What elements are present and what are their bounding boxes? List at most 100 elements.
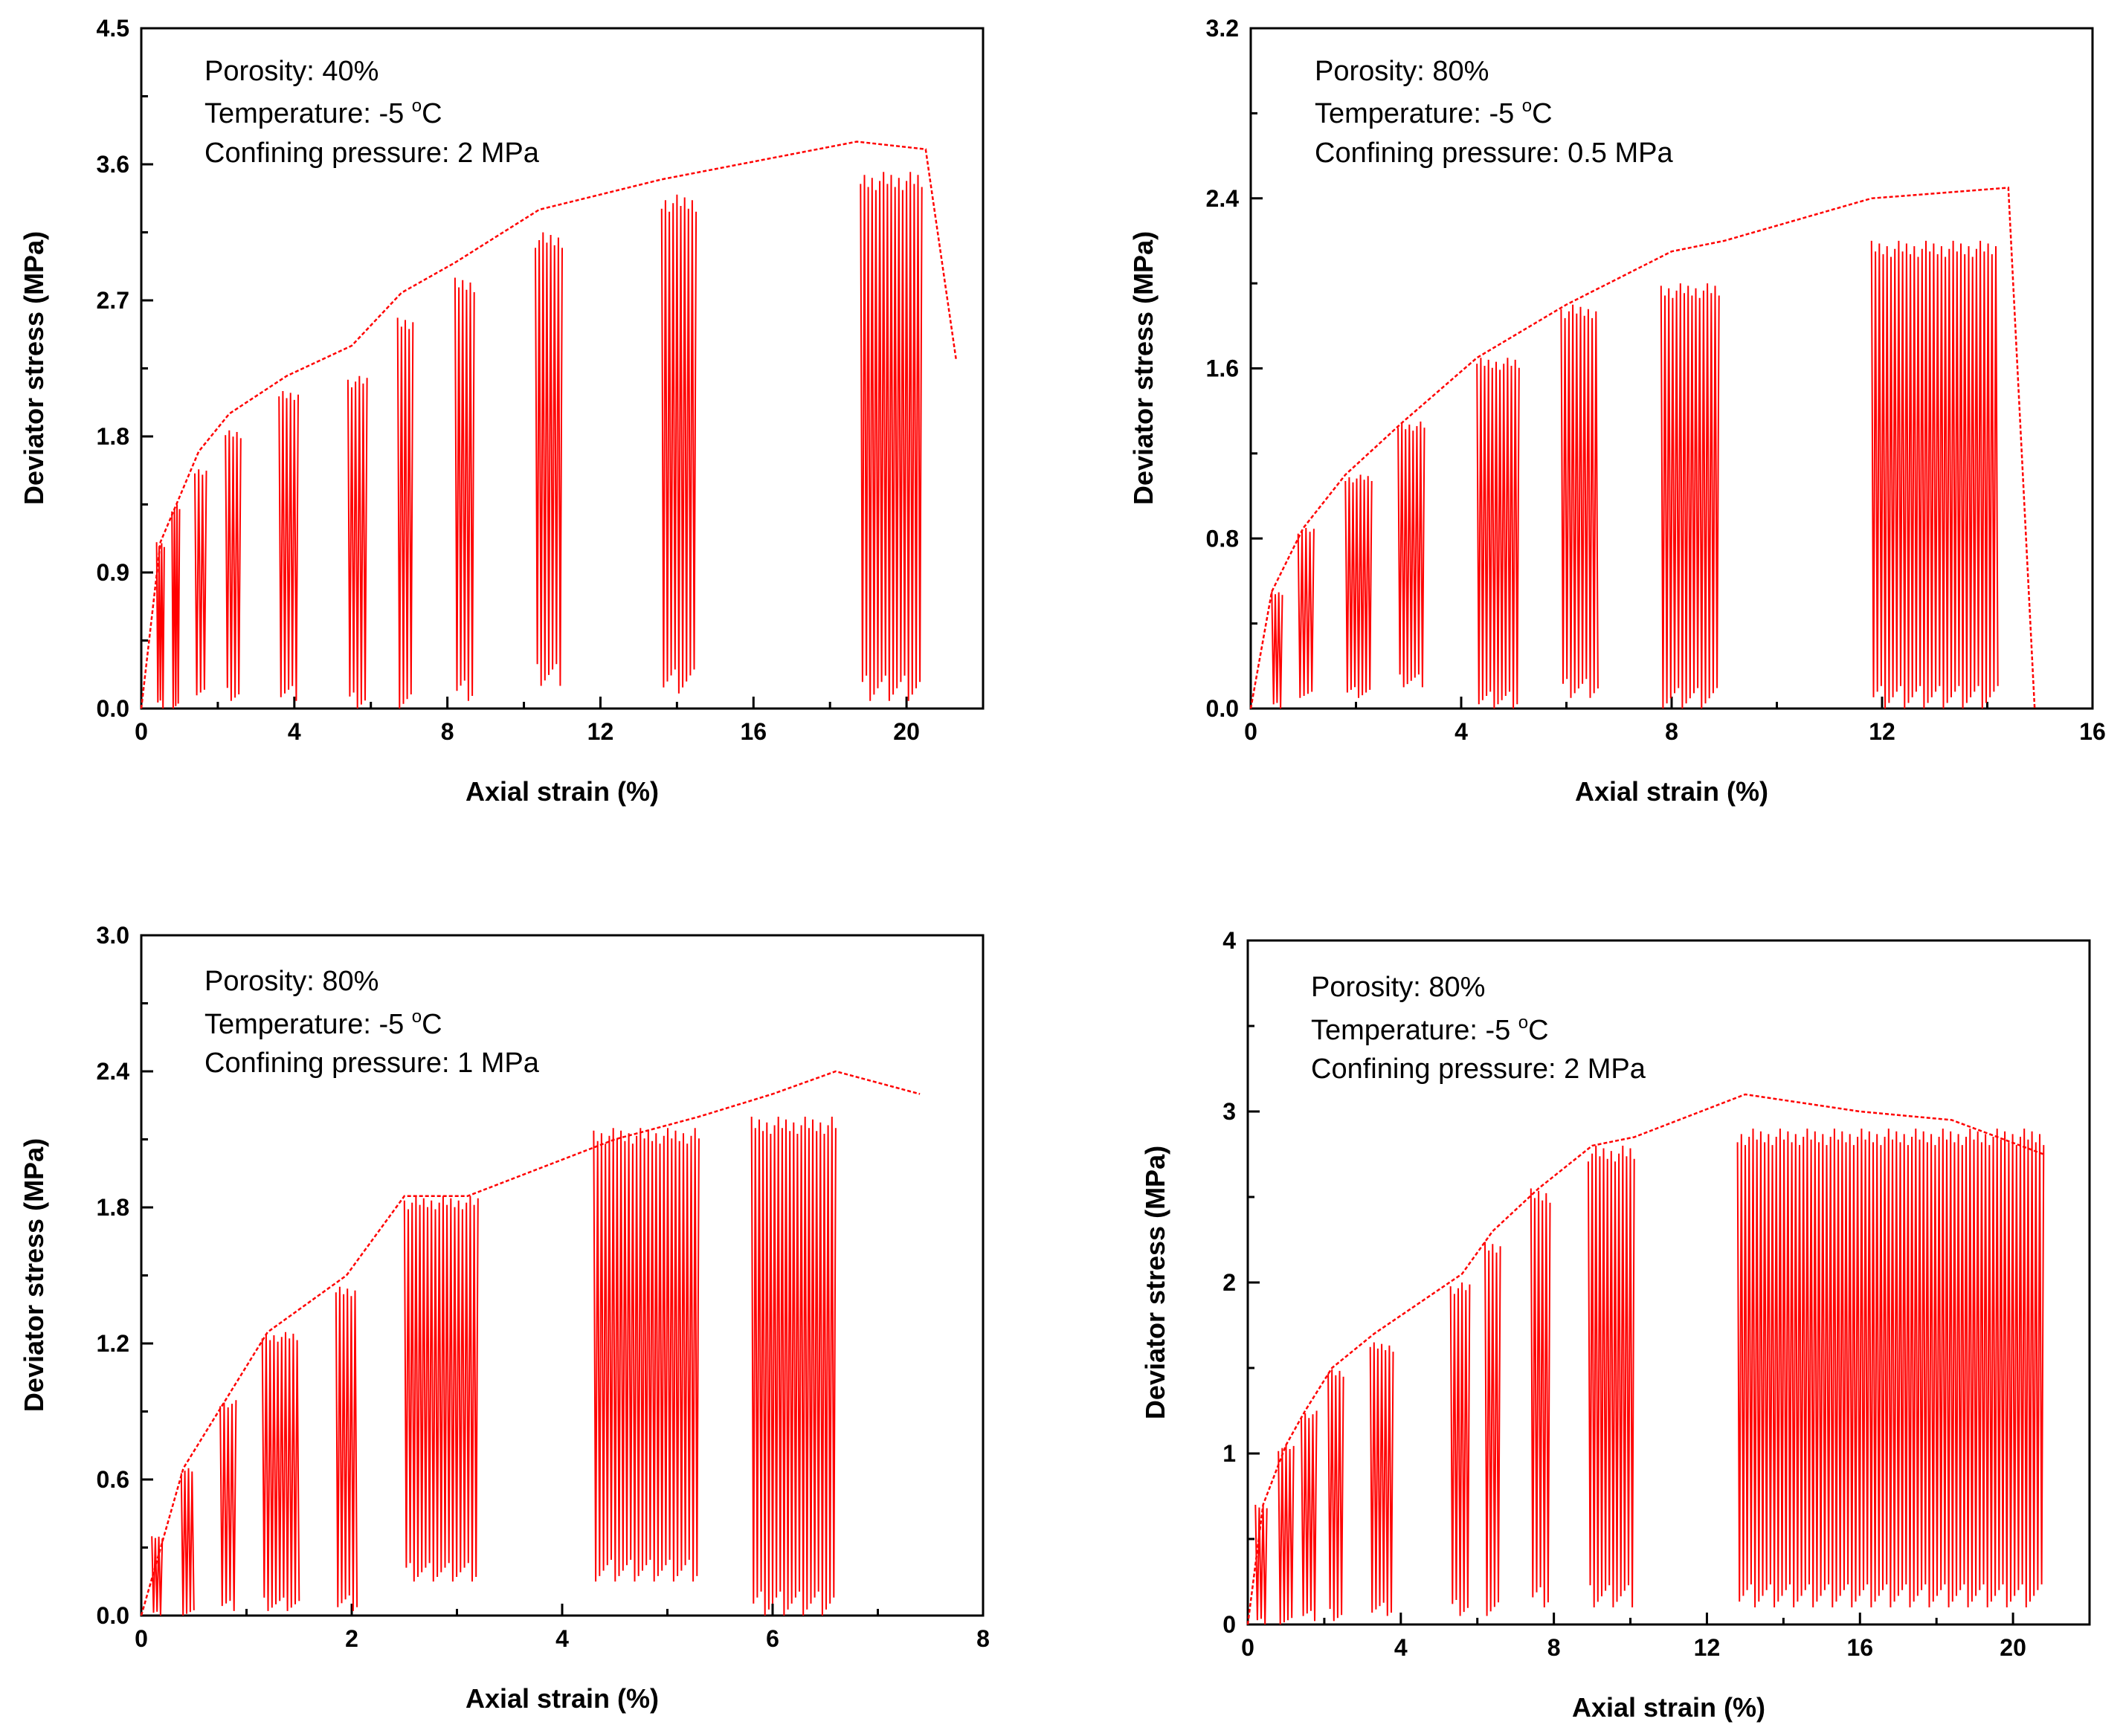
x-tick-label: 8 — [976, 1625, 990, 1652]
y-tick-label: 2 — [1222, 1269, 1236, 1296]
x-tick-label: 0 — [135, 718, 148, 745]
x-tick-label: 16 — [740, 718, 767, 745]
y-tick-label: 3.2 — [1206, 15, 1239, 42]
cycle-block — [347, 375, 368, 709]
loading-envelope — [1246, 1093, 2044, 1625]
y-tick-label: 1.2 — [97, 1330, 129, 1357]
cycle-block — [396, 317, 414, 709]
y-tick-label: 0.6 — [97, 1466, 129, 1493]
y-axis-title: Deviator stress (MPa) — [1128, 231, 1159, 505]
cycle-block — [335, 1286, 358, 1611]
cycle-block — [1254, 1504, 1268, 1625]
y-tick-label: 0.0 — [1206, 695, 1239, 722]
cycle-block — [1476, 358, 1520, 709]
cycle-block — [151, 1536, 164, 1616]
cycle-block — [1297, 527, 1315, 698]
ticks: 0 4 8 12 16 20 0.0 0.9 1.8 2.7 3.6 4.5 — [97, 15, 920, 745]
cycle-block — [1397, 421, 1425, 688]
x-tick-label: 0 — [1244, 718, 1257, 745]
y-axis-title: Deviator stress (MPa) — [1140, 1146, 1170, 1419]
cycle-block — [194, 469, 207, 696]
cycle-block — [1344, 474, 1373, 698]
y-tick-label: 0.8 — [1206, 525, 1239, 552]
annotation-temperature: Temperature: -5 oC — [1311, 1013, 1549, 1046]
x-tick-label: 0 — [1241, 1634, 1254, 1661]
x-axis-title: Axial strain (%) — [465, 1683, 659, 1714]
cycle-block — [750, 1116, 837, 1616]
y-tick-label: 1.6 — [1206, 355, 1239, 382]
x-tick-label: 8 — [1547, 1634, 1561, 1661]
cycle-block — [1870, 240, 1999, 709]
x-tick-label: 16 — [1846, 1634, 1873, 1661]
cycle-block — [1530, 1188, 1551, 1608]
y-tick-label: 3.0 — [97, 922, 129, 949]
x-axis-title: Axial strain (%) — [1575, 776, 1768, 807]
cycle-block — [1301, 1410, 1318, 1622]
x-tick-label: 4 — [555, 1625, 569, 1652]
cycle-block — [535, 232, 563, 686]
y-tick-label: 0.0 — [97, 695, 129, 722]
annotation-confining-pressure: Confining pressure: 1 MPa — [204, 1048, 540, 1079]
x-tick-label: 6 — [766, 1625, 779, 1652]
panel-porosity-80-cp-0.5: 0 4 8 12 16 0.0 0.8 1.6 2.4 3.2 Porosity: 80% Tem… — [1128, 15, 2106, 807]
data-series — [140, 1070, 921, 1616]
y-axis-title: Deviator stress (MPa) — [19, 231, 49, 505]
x-axis-title: Axial strain (%) — [1572, 1692, 1765, 1723]
annotation-porosity: Porosity: 80% — [1315, 56, 1489, 87]
data-series — [1249, 187, 2036, 709]
x-tick-label: 4 — [288, 718, 301, 745]
x-tick-label: 8 — [441, 718, 454, 745]
y-tick-label: 4 — [1222, 927, 1236, 954]
loading-envelope — [140, 141, 958, 709]
x-tick-label: 12 — [1694, 1634, 1721, 1661]
cycle-block — [1736, 1128, 2045, 1608]
y-tick-label: 2.4 — [1206, 185, 1240, 212]
data-series — [1246, 1093, 2045, 1625]
cycle-block — [403, 1195, 479, 1582]
y-tick-label: 0.0 — [97, 1602, 129, 1629]
ticks: 0 4 8 12 16 0.0 0.8 1.6 2.4 3.2 — [1206, 15, 2106, 745]
y-tick-label: 1.8 — [97, 423, 129, 450]
x-tick-label: 4 — [1454, 718, 1468, 745]
y-tick-label: 1.8 — [97, 1194, 129, 1221]
annotation-porosity: Porosity: 80% — [204, 966, 378, 997]
y-axis-title: Deviator stress (MPa) — [19, 1138, 49, 1412]
x-tick-label: 2 — [345, 1625, 358, 1652]
cycle-block — [1587, 1145, 1635, 1608]
x-tick-label: 0 — [135, 1625, 148, 1652]
y-tick-label: 4.5 — [97, 15, 129, 42]
panel-porosity-80-cp-1: 0 2 4 6 8 0.0 0.6 1.2 1.8 2.4 3.0 Porosity: 80% Te… — [19, 922, 990, 1714]
x-tick-label: 8 — [1665, 718, 1678, 745]
annotation-confining-pressure: Confining pressure: 2 MPa — [1311, 1053, 1646, 1085]
x-tick-label: 20 — [2000, 1634, 2026, 1661]
cycle-block — [278, 390, 299, 701]
y-tick-label: 2.4 — [97, 1058, 130, 1085]
cycle-block — [1369, 1342, 1394, 1616]
cycle-block — [180, 1468, 195, 1616]
ticks: 0 2 4 6 8 0.0 0.6 1.2 1.8 2.4 3.0 — [97, 922, 990, 1652]
cycle-block — [1278, 1445, 1295, 1625]
cycle-block — [1660, 283, 1720, 709]
data-series — [140, 141, 958, 709]
panel-porosity-40-cp-2: 0 4 8 12 16 20 0.0 0.9 1.8 2.7 3.6 4.5 Porosity: 40… — [19, 15, 985, 807]
annotation-confining-pressure: Confining pressure: 2 MPa — [204, 138, 540, 169]
x-tick-label: 16 — [2079, 718, 2106, 745]
y-tick-label: 3 — [1222, 1098, 1236, 1125]
x-tick-label: 20 — [893, 718, 920, 745]
y-tick-label: 1 — [1222, 1440, 1236, 1467]
cycle-block — [225, 430, 242, 701]
annotation-porosity: Porosity: 40% — [204, 56, 378, 87]
cycle-block — [219, 1400, 237, 1611]
cycle-block — [1271, 591, 1283, 709]
cycle-block — [1484, 1242, 1501, 1616]
y-tick-label: 3.6 — [97, 151, 129, 178]
y-tick-label: 0.9 — [97, 559, 129, 586]
x-tick-label: 4 — [1394, 1634, 1408, 1661]
x-tick-label: 12 — [587, 718, 614, 745]
cycle-block — [593, 1128, 700, 1582]
x-axis-title: Axial strain (%) — [465, 776, 659, 807]
cycle-block — [1327, 1369, 1344, 1622]
